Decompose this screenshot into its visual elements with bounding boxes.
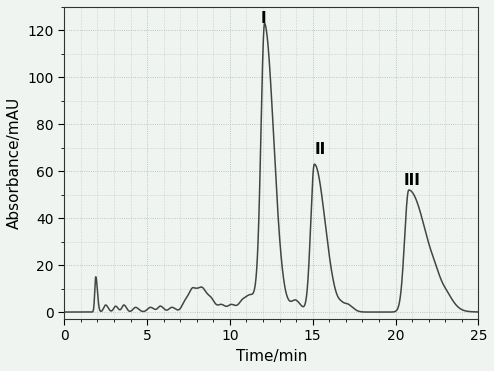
Text: III: III: [404, 173, 421, 188]
Text: I: I: [260, 11, 266, 26]
X-axis label: Time/min: Time/min: [236, 349, 307, 364]
Y-axis label: Absorbance/mAU: Absorbance/mAU: [7, 97, 22, 229]
Text: II: II: [314, 142, 326, 157]
